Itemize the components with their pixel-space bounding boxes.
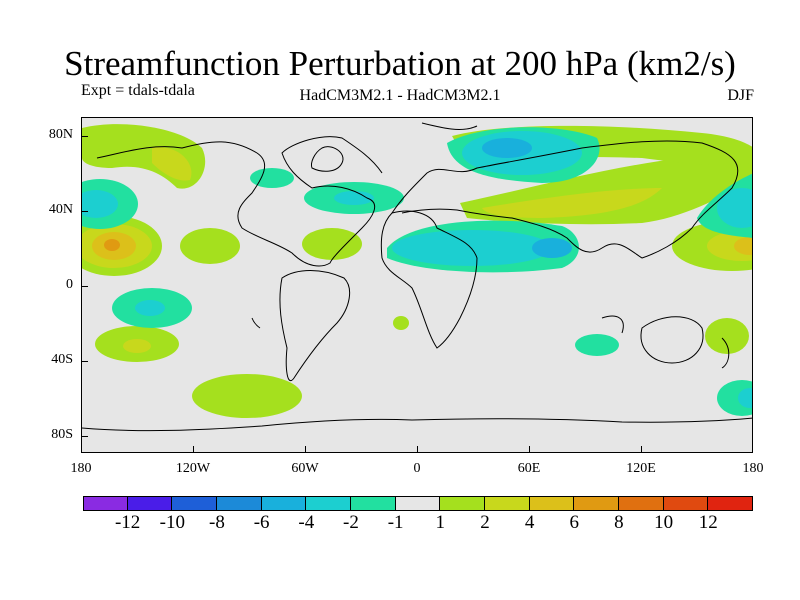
lon-label-180w: 180 xyxy=(70,461,92,476)
lon-label-120e: 120E xyxy=(626,461,656,476)
lon-tick xyxy=(529,446,530,453)
coastlines xyxy=(82,122,752,432)
colorbar-swatch xyxy=(663,496,709,511)
lat-tick xyxy=(81,286,88,287)
colorbar-label: -12 xyxy=(114,512,141,533)
chart-title: Streamfunction Perturbation at 200 hPa (… xyxy=(64,44,736,83)
map-canvas xyxy=(82,122,752,432)
lat-label-80n: 80N xyxy=(48,127,73,142)
colorbar-label: -1 xyxy=(387,512,404,533)
colorbar-label: 10 xyxy=(654,512,674,533)
colorbar-swatch xyxy=(216,496,262,511)
lat-tick xyxy=(81,211,88,212)
lat-label-0: 0 xyxy=(66,277,73,292)
positive-anomaly-fields xyxy=(82,124,752,418)
lat-tick xyxy=(81,436,88,437)
colorbar-swatch xyxy=(83,496,128,511)
colorbar-label: 1 xyxy=(435,512,446,533)
colorbar-swatch xyxy=(127,496,173,511)
lon-tick xyxy=(417,446,418,453)
lat-label-40s: 40S xyxy=(51,352,73,367)
lon-tick xyxy=(193,446,194,453)
colorbar-swatch xyxy=(708,496,753,511)
colorbar-swatch xyxy=(440,496,485,511)
colorbar-swatch xyxy=(172,496,217,511)
lon-label-0: 0 xyxy=(413,461,421,476)
colorbar xyxy=(83,496,753,511)
colorbar-swatch xyxy=(618,496,664,511)
colorbar-swatch xyxy=(574,496,619,511)
lon-label-60w: 60W xyxy=(291,461,319,476)
colorbar-swatch xyxy=(529,496,575,511)
colorbar-label: 4 xyxy=(524,512,535,533)
colorbar-swatch xyxy=(484,496,530,511)
colorbar-label: -10 xyxy=(159,512,185,533)
lon-label-120w: 120W xyxy=(175,461,211,476)
colorbar-swatch xyxy=(395,496,441,511)
map-panel xyxy=(81,117,753,453)
lat-tick xyxy=(81,361,88,362)
colorbar-label: 2 xyxy=(480,512,490,533)
colorbar-label: -6 xyxy=(253,512,270,533)
lat-label-40n: 40N xyxy=(48,202,73,217)
colorbar-label: -4 xyxy=(298,512,315,533)
colorbar-label: 8 xyxy=(614,512,624,533)
negative-anomaly-fields xyxy=(82,127,752,416)
model-label: HadCM3M2.1 - HadCM3M2.1 xyxy=(299,87,501,104)
colorbar-label: -8 xyxy=(209,512,225,533)
colorbar-swatch xyxy=(261,496,307,511)
lon-tick xyxy=(641,446,642,453)
colorbar-label: -2 xyxy=(343,512,359,533)
lon-tick xyxy=(305,446,306,453)
colorbar-label: 6 xyxy=(569,512,580,533)
colorbar-swatch xyxy=(350,496,396,511)
experiment-label: Expt = tdals-tdala xyxy=(81,82,195,99)
lat-tick xyxy=(81,136,88,137)
season-label: DJF xyxy=(727,87,754,104)
colorbar-label: 12 xyxy=(698,512,718,533)
lon-label-60e: 60E xyxy=(517,461,541,476)
colorbar-swatch xyxy=(306,496,351,511)
lat-label-80s: 80S xyxy=(51,427,73,442)
lon-label-180e: 180 xyxy=(742,461,764,476)
